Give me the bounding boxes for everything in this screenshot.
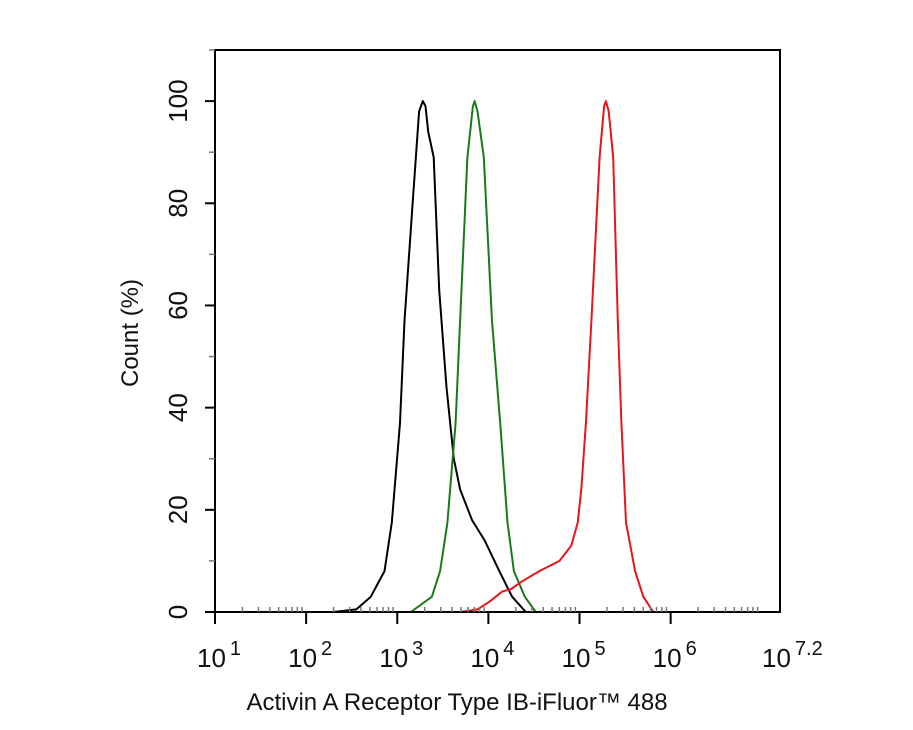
x-tick-label: 10 2 [288,638,332,673]
x-tick-label: 10 4 [470,638,514,673]
x-tick-label: 10 7.2 [762,638,823,673]
y-axis-title: Count (%) [117,279,144,387]
y-tick-label: 40 [163,393,193,422]
series-line-3 [460,100,655,613]
x-tick-label: 10 3 [379,638,423,673]
x-tick-label: 10 1 [197,638,241,673]
y-tick-label: 100 [163,79,193,122]
x-tick-label: 10 6 [653,638,697,673]
y-tick-label: 0 [163,605,193,619]
x-axis-title: Activin A Receptor Type IB-iFluor™ 488 [246,689,667,716]
plot-frame [214,49,781,613]
y-tick-label: 60 [163,291,193,320]
series-line-1 [333,100,527,613]
series-line-2 [410,100,537,613]
y-tick-label: 20 [163,495,193,524]
x-tick-label: 10 5 [562,638,606,673]
y-tick-label: 80 [163,189,193,218]
